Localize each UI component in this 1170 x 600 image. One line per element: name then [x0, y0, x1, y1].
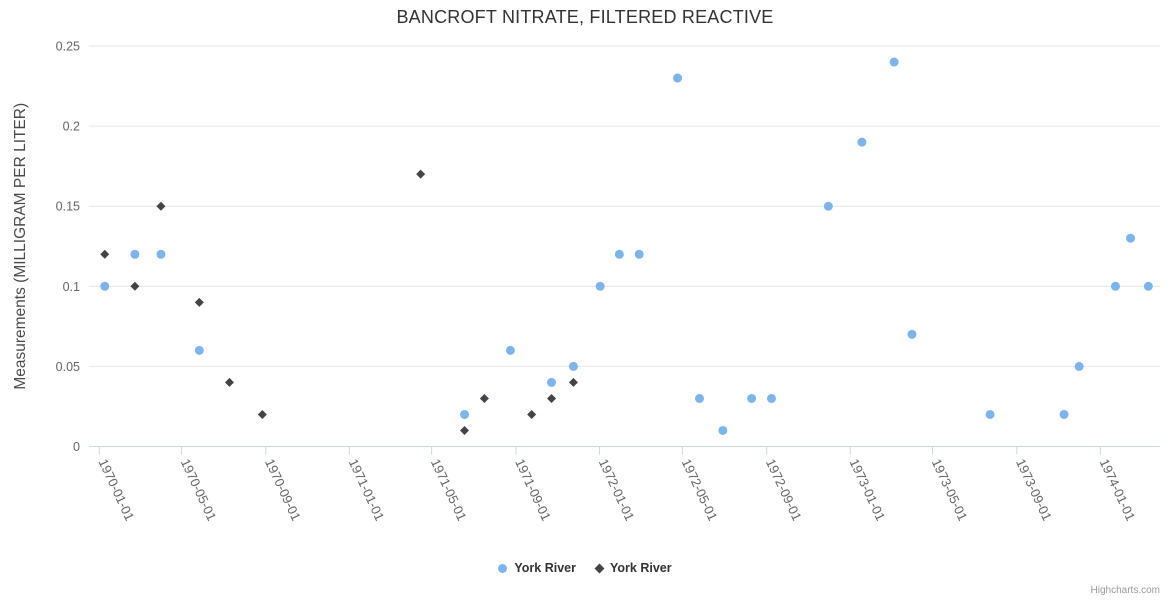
data-point-circle[interactable] — [889, 57, 899, 67]
x-axis-tick-label: 1972-09-01 — [763, 456, 805, 523]
data-point-circle[interactable] — [1143, 281, 1153, 291]
x-axis-tick-label: 1972-01-01 — [596, 456, 638, 523]
data-point-circle[interactable] — [595, 281, 605, 291]
data-point-circle[interactable] — [568, 361, 578, 371]
data-point-circle[interactable] — [100, 281, 110, 291]
x-axis-tick-label: 1973-05-01 — [929, 456, 971, 523]
data-point-circle[interactable] — [857, 137, 867, 147]
circle-marker-icon — [498, 563, 508, 573]
data-point-circle[interactable] — [1059, 409, 1069, 419]
y-axis-tick-label: 0 — [73, 440, 80, 454]
data-point-circle[interactable] — [634, 249, 644, 259]
legend-item-york-river-diamonds[interactable]: York River — [594, 561, 672, 575]
data-point-circle[interactable] — [547, 377, 557, 387]
data-point-diamond[interactable] — [130, 281, 140, 291]
legend-item-york-river-circles[interactable]: York River — [498, 561, 576, 575]
data-point-circle[interactable] — [766, 393, 776, 403]
data-point-circle[interactable] — [1126, 233, 1136, 243]
data-point-diamond[interactable] — [224, 377, 234, 387]
x-axis-tick-label: 1970-05-01 — [178, 456, 220, 523]
x-axis-tick-label: 1971-01-01 — [346, 456, 388, 523]
data-point-circle[interactable] — [907, 329, 917, 339]
data-point-diamond[interactable] — [568, 377, 578, 387]
x-axis-tick-label: 1970-01-01 — [96, 456, 138, 523]
data-point-diamond[interactable] — [100, 249, 110, 259]
data-point-circle[interactable] — [695, 393, 705, 403]
y-axis-title: Measurements (MILLIGRAM PER LITER) — [12, 103, 29, 390]
data-point-circle[interactable] — [1110, 281, 1120, 291]
data-point-diamond[interactable] — [194, 297, 204, 307]
legend-label: York River — [514, 561, 576, 575]
data-point-diamond[interactable] — [547, 393, 557, 403]
x-axis-tick-label: 1973-01-01 — [847, 456, 889, 523]
data-point-circle[interactable] — [1074, 361, 1084, 371]
y-axis-tick-label: 0.2 — [63, 120, 80, 134]
data-point-diamond[interactable] — [257, 409, 267, 419]
data-point-circle[interactable] — [194, 345, 204, 355]
y-axis-tick-label: 0.15 — [56, 200, 80, 214]
data-point-circle[interactable] — [614, 249, 624, 259]
data-point-circle[interactable] — [130, 249, 140, 259]
data-point-circle[interactable] — [718, 425, 728, 435]
data-point-circle[interactable] — [156, 249, 166, 259]
data-point-diamond[interactable] — [460, 425, 470, 435]
data-point-circle[interactable] — [823, 201, 833, 211]
data-point-diamond[interactable] — [416, 169, 426, 179]
data-point-diamond[interactable] — [479, 393, 489, 403]
chart-title: BANCROFT NITRATE, FILTERED REACTIVE — [396, 7, 774, 27]
legend-label: York River — [610, 561, 672, 575]
data-point-circle[interactable] — [460, 409, 470, 419]
data-point-circle[interactable] — [505, 345, 515, 355]
data-point-diamond[interactable] — [156, 201, 166, 211]
y-axis-tick-label: 0.1 — [63, 280, 80, 294]
x-axis-tick-label: 1973-09-01 — [1013, 456, 1055, 523]
x-axis-tick-label: 1971-05-01 — [428, 456, 470, 523]
highcharts-credits-link[interactable]: Highcharts.com — [1090, 585, 1160, 596]
legend: York River York River — [0, 561, 1170, 575]
x-axis-tick-label: 1970-09-01 — [262, 456, 304, 523]
data-point-diamond[interactable] — [527, 409, 537, 419]
x-axis-tick-label: 1971-09-01 — [512, 456, 554, 523]
data-point-circle[interactable] — [985, 409, 995, 419]
diamond-marker-icon — [594, 563, 605, 573]
y-axis-tick-label: 0.05 — [56, 360, 80, 374]
x-axis-tick-label: 1972-05-01 — [679, 456, 721, 523]
data-point-circle[interactable] — [673, 73, 683, 83]
y-axis-tick-label: 0.25 — [56, 40, 80, 54]
data-point-circle[interactable] — [747, 393, 757, 403]
x-axis-tick-label: 1974-01-01 — [1097, 456, 1139, 523]
